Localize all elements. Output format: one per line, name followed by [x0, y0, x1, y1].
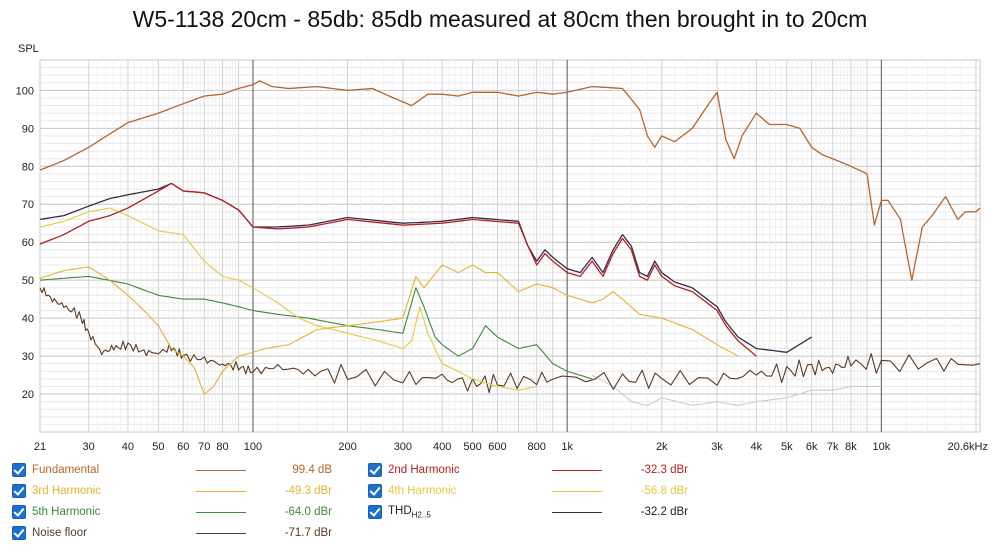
checkbox-noise-floor[interactable]: [12, 526, 26, 540]
x-tick-label: 80: [216, 441, 228, 453]
legend-swatch-3rd-harmonic: [196, 490, 246, 492]
checkbox-thd[interactable]: [368, 505, 382, 519]
legend-value-3rd-harmonic: -49.3 dBr: [284, 485, 332, 497]
legend-label-2nd-harmonic: 2nd Harmonic: [388, 464, 460, 476]
x-tick-label: 100: [244, 441, 262, 453]
x-tick-label: 300: [394, 441, 412, 453]
legend-swatch-fundamental: [196, 469, 246, 471]
legend-swatch-2nd-harmonic: [552, 469, 602, 471]
x-tick-label: 400: [433, 441, 451, 453]
legend-swatch-5th-harmonic: [196, 511, 246, 513]
legend-label-3rd-harmonic: 3rd Harmonic: [32, 485, 102, 497]
x-tick-label: 2k: [656, 441, 668, 453]
series-2nd-harmonic-line: [39, 182, 757, 357]
y-tick-label: 60: [22, 237, 34, 249]
legend-value-thd: -32.2 dBr: [640, 506, 688, 518]
legend-value-noise-floor: -71.7 dBr: [284, 527, 332, 539]
series-5th-harmonic-line: [39, 275, 593, 380]
checkbox-fundamental[interactable]: [12, 463, 26, 477]
x-tick-label: 40: [122, 441, 134, 453]
checkbox-4th-harmonic[interactable]: [368, 484, 382, 498]
chart-title: W5-1138 20cm - 85db: 85db measured at 80…: [132, 6, 868, 32]
x-tick-label: 5k: [781, 441, 793, 453]
x-tick-label: 3k: [711, 441, 723, 453]
x-tick-label: 600: [488, 441, 506, 453]
legend-label-5th-harmonic: 5th Harmonic: [32, 506, 101, 518]
series-unlabeled-line: [591, 374, 882, 406]
y-tick-label: 30: [22, 351, 34, 363]
legend-item-thd: THDH2..5 -32.2 dBr: [368, 503, 708, 521]
legend-value-4th-harmonic: -56.8 dBr: [640, 485, 688, 497]
legend-value-fundamental: 99.4 dB: [292, 464, 332, 476]
y-tick-label: 40: [22, 313, 34, 325]
legend-item-4th-harmonic: 4th Harmonic -56.8 dBr: [368, 482, 708, 500]
legend-swatch-4th-harmonic: [552, 490, 602, 492]
y-tick-label: 100: [16, 85, 34, 97]
x-tick-label: 4k: [751, 441, 763, 453]
legend-label-fundamental: Fundamental: [32, 464, 100, 476]
checkbox-3rd-harmonic[interactable]: [12, 484, 26, 498]
series-fundamental-line: [39, 80, 981, 281]
x-tick-label: 50: [152, 441, 164, 453]
y-axis-label: SPL: [18, 43, 39, 55]
legend-label-4th-harmonic: 4th Harmonic: [388, 485, 457, 497]
series-4th-harmonic-line: [39, 207, 537, 391]
x-tick-label: 500: [463, 441, 481, 453]
legend-item-5th-harmonic: 5th Harmonic -64.0 dBr: [12, 503, 352, 521]
x-tick-label: 21: [34, 441, 46, 453]
legend-swatch-thd: [552, 511, 602, 513]
y-tick-label: 80: [22, 161, 34, 173]
y-tick-label: 90: [22, 123, 34, 135]
x-tick-label: 70: [198, 441, 210, 453]
x-tick-label: 200: [338, 441, 356, 453]
checkbox-2nd-harmonic[interactable]: [368, 463, 382, 477]
x-tick-label: 10k: [873, 441, 891, 453]
x-tick-label: 30: [83, 441, 95, 453]
legend-value-5th-harmonic: -64.0 dBr: [284, 506, 332, 518]
y-tick-label: 70: [22, 199, 34, 211]
x-tick-label: 8k: [845, 441, 857, 453]
x-tick-label: 20.6kHz: [948, 441, 988, 453]
x-tick-label: 1k: [561, 441, 573, 453]
series-3rd-harmonic-line: [39, 264, 739, 395]
legend-subscript: H2..5: [411, 510, 431, 520]
checkbox-5th-harmonic[interactable]: [12, 505, 26, 519]
x-tick-label: 6k: [806, 441, 818, 453]
y-tick-label: 20: [22, 389, 34, 401]
x-tick-label: 7k: [827, 441, 839, 453]
legend-item-fundamental: Fundamental 99.4 dB: [12, 461, 352, 479]
legend-item-2nd-harmonic: 2nd Harmonic -32.3 dBr: [368, 461, 708, 479]
legend-item-3rd-harmonic: 3rd Harmonic -49.3 dBr: [12, 482, 352, 500]
legend-item-noise-floor: Noise floor -71.7 dBr: [12, 524, 352, 542]
plot-area: [39, 59, 981, 433]
legend-swatch-noise-floor: [196, 532, 246, 534]
y-tick-label: 50: [22, 275, 34, 287]
legend-label-noise-floor: Noise floor: [32, 527, 87, 539]
x-tick-label: 60: [177, 441, 189, 453]
legend-label-thd: THDH2..5: [388, 504, 431, 520]
legend-value-2nd-harmonic: -32.3 dBr: [640, 464, 688, 476]
x-tick-label: 800: [528, 441, 546, 453]
series-noise-floor-line: [39, 287, 981, 394]
